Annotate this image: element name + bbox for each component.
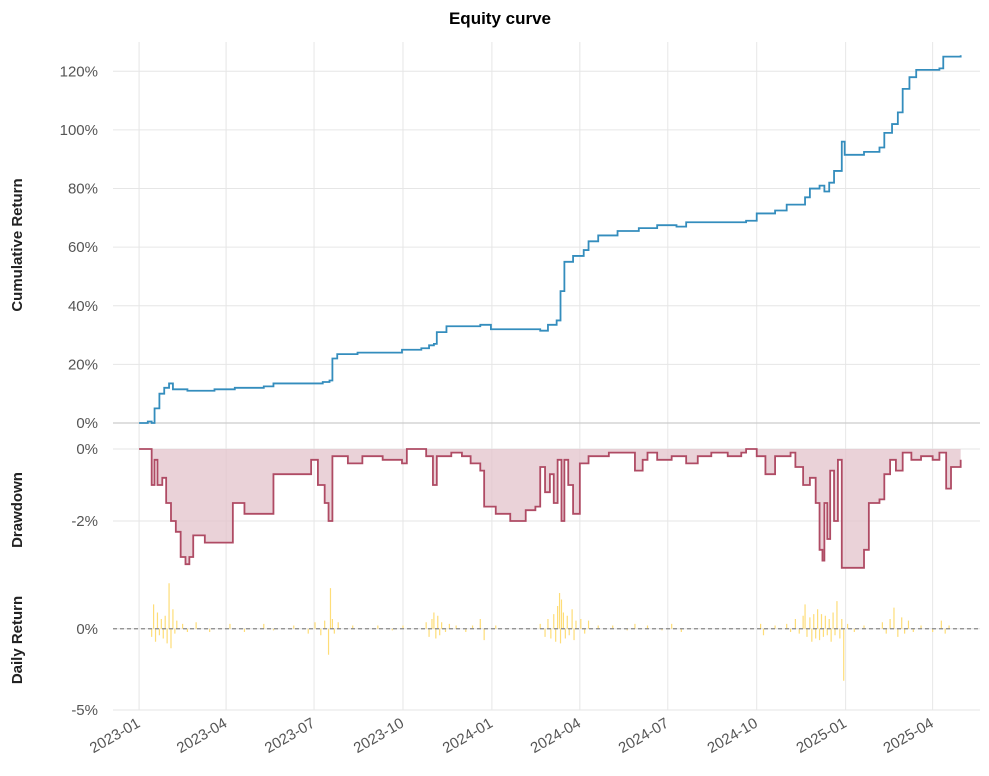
y-tick-label: 20% <box>68 356 98 373</box>
y-tick-label: -2% <box>71 513 98 530</box>
x-tick-labels: 2023-01 2023-04 2023-07 2023-10 2024-01 2024-… <box>87 715 937 757</box>
y-tick-label: 40% <box>68 298 98 315</box>
drawdown-y-tick-labels: 0% -2% <box>71 441 98 530</box>
x-tick-label: 2023-01 <box>87 715 143 757</box>
x-tick-label: 2024-07 <box>616 715 672 757</box>
x-tick-label: 2023-04 <box>174 715 230 757</box>
x-tick-label: 2025-04 <box>880 715 936 757</box>
drawdown-line <box>139 448 962 569</box>
drawdown-area <box>139 449 961 568</box>
daily-return-panel: 0% -5% Daily Return <box>9 583 980 719</box>
x-gridlines <box>138 42 934 710</box>
x-tick-label: 2025-01 <box>793 715 849 757</box>
x-tick-label: 2023-07 <box>262 715 318 757</box>
daily-return-bars <box>151 583 950 681</box>
y-tick-label: 100% <box>60 122 98 139</box>
drawdown-axis-label: Drawdown <box>9 472 26 548</box>
y-tick-label: -5% <box>71 702 98 719</box>
daily-y-tick-labels: 0% -5% <box>71 621 98 719</box>
daily-return-axis-label: Daily Return <box>9 596 26 684</box>
y-tick-label: 80% <box>68 181 98 198</box>
x-tick-label: 2023-10 <box>351 715 407 757</box>
y-tick-label: 0% <box>76 441 98 458</box>
y-tick-label: 120% <box>60 63 98 80</box>
cumulative-return-panel: 0% 20% 40% 60% 80% 100% 120% Cumulative Return <box>9 55 980 432</box>
drawdown-panel: 0% -2% Drawdown <box>9 441 980 569</box>
y-tick-label: 60% <box>68 239 98 256</box>
cumulative-return-line <box>139 55 962 424</box>
chart-title: Equity curve <box>449 9 551 28</box>
y-tick-label: 0% <box>76 415 98 432</box>
cumulative-y-tick-labels: 0% 20% 40% 60% 80% 100% 120% <box>60 63 98 432</box>
x-tick-label: 2024-04 <box>528 715 584 757</box>
y-tick-label: 0% <box>76 621 98 638</box>
x-tick-label: 2024-01 <box>440 715 496 757</box>
cumulative-return-axis-label: Cumulative Return <box>9 178 26 311</box>
cumulative-y-gridlines <box>113 70 980 424</box>
x-tick-label: 2024-10 <box>705 715 761 757</box>
daily-y-gridlines <box>113 628 980 711</box>
